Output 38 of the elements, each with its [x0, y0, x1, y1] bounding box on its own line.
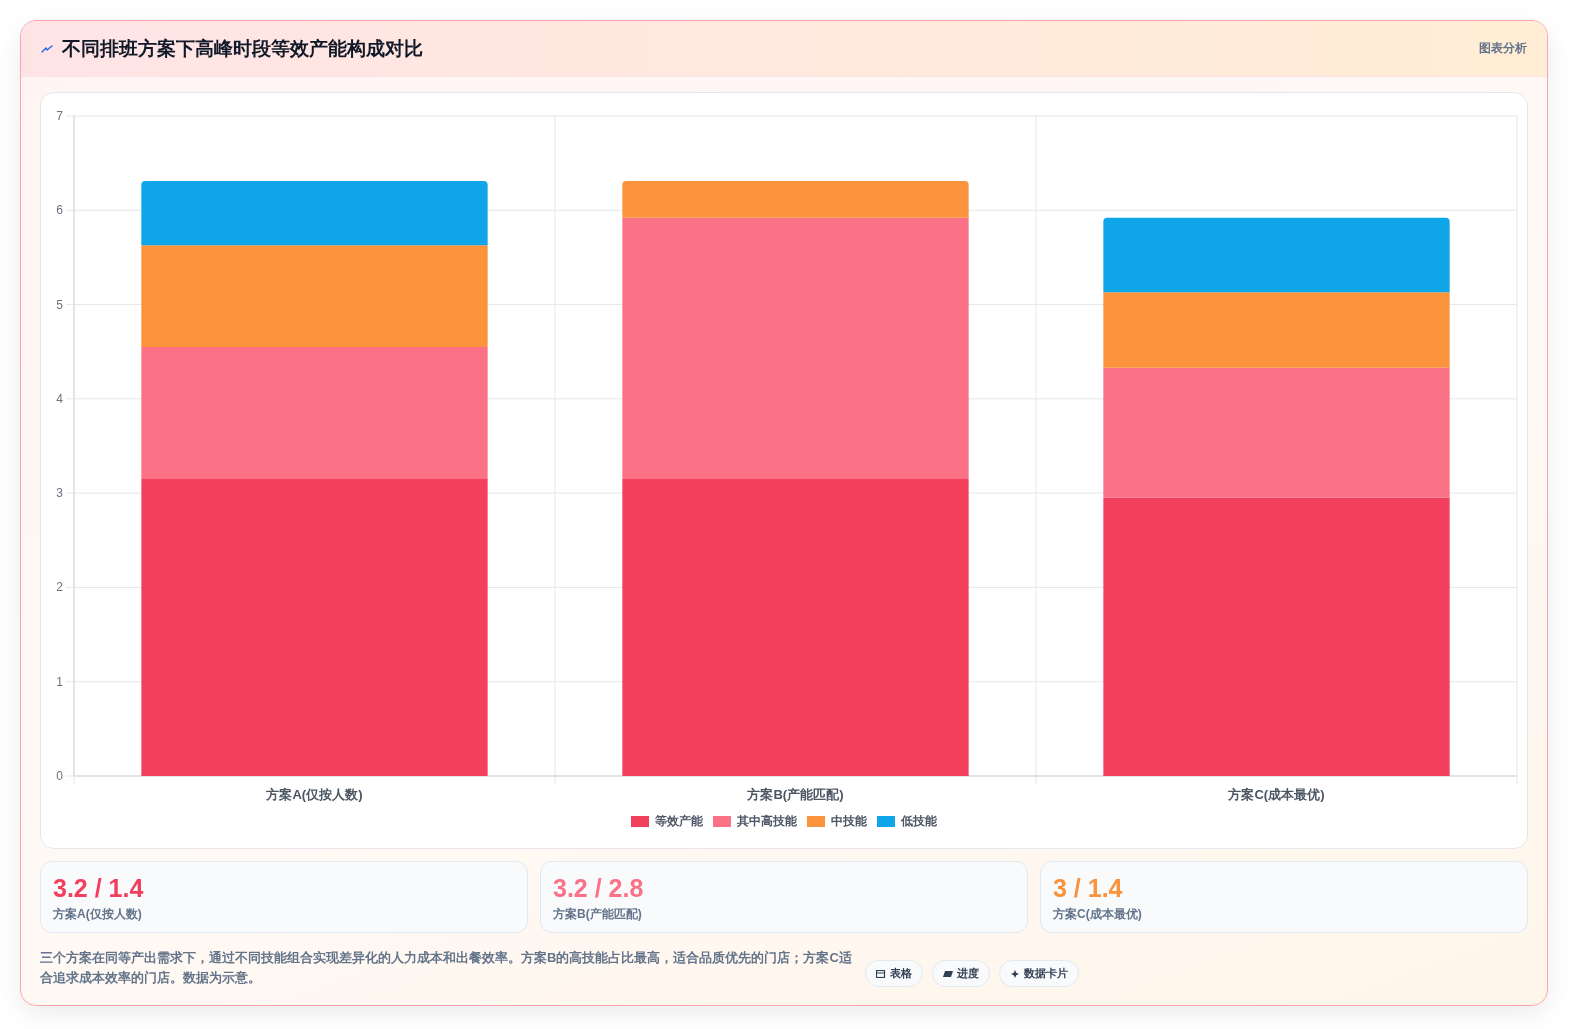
bar — [1103, 497, 1450, 776]
text: 进度 — [957, 966, 979, 981]
text: 数据卡片 — [1024, 966, 1068, 981]
text: 3.2 / 2.8 — [553, 873, 644, 903]
bar — [141, 181, 488, 246]
text: 三个方案在同等产出需求下，通过不同技能组合实现差异化的人力成本和出餐效率。方案B的高技能占比最高，适合品质优先的门店；方案C适合追求成本效率的门店。数据为示意。 — [40, 949, 853, 987]
y-tick-label: 0 — [56, 769, 64, 783]
bar — [141, 245, 488, 347]
y-tick-label: 3 — [56, 486, 64, 501]
y-tick-label: 2 — [56, 580, 64, 595]
legend-label: 其中高技能 — [737, 812, 797, 830]
text: 方案A(仅按人数) — [53, 906, 142, 922]
text: 3.2 / 1.4 — [53, 873, 144, 903]
x-tick-label: 方案C(成本最优) — [1227, 787, 1325, 802]
y-tick-label: 5 — [56, 297, 64, 312]
y-tick-label: 6 — [56, 203, 64, 218]
y-tick-label: 1 — [56, 674, 64, 689]
legend-label: 低技能 — [901, 812, 937, 830]
legend-label: 等效产能 — [655, 812, 703, 830]
bar — [622, 217, 969, 479]
legend-label: 中技能 — [831, 812, 867, 830]
y-tick-label: 7 — [56, 109, 64, 123]
x-tick-label: 方案B(产能匹配) — [746, 787, 844, 802]
text: 表格 — [890, 966, 912, 981]
bar — [141, 479, 488, 776]
bar — [622, 479, 969, 776]
bar — [622, 181, 969, 218]
bar — [1103, 367, 1450, 498]
bar — [141, 347, 488, 479]
bar — [1103, 292, 1450, 368]
text: 3 / 1.4 — [1053, 873, 1123, 903]
chart-title: 不同排班方案下高峰时段等效产能构成对比 — [62, 37, 423, 61]
text: 图表分析 — [1479, 40, 1527, 56]
bar — [1103, 217, 1450, 293]
x-tick-label: 方案A(仅按人数) — [265, 787, 363, 802]
y-tick-label: 4 — [56, 391, 64, 406]
text: 方案C(成本最优) — [1053, 906, 1142, 922]
text: 方案B(产能匹配) — [553, 906, 642, 922]
